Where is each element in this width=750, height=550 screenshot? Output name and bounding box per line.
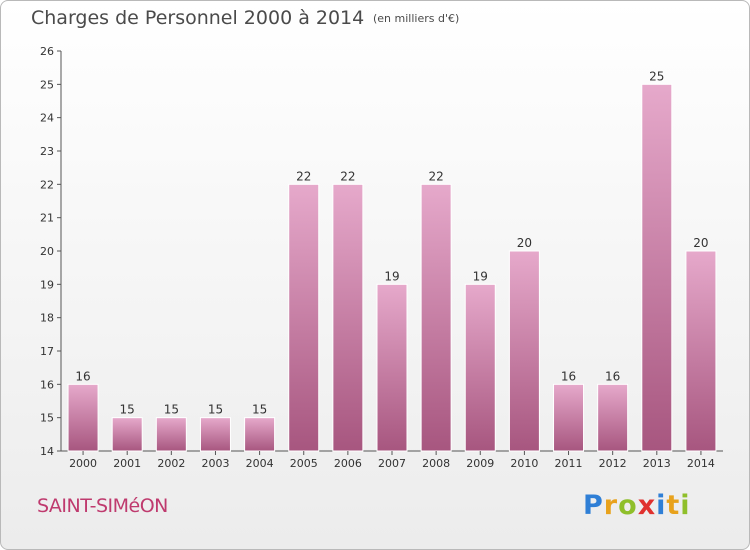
data-label-2003: 15 [208, 403, 223, 417]
x-tick-label-2012: 2012 [599, 457, 627, 470]
x-tick-label-2007: 2007 [378, 457, 406, 470]
bar-2002 [155, 417, 187, 452]
data-label-2004: 15 [252, 403, 267, 417]
y-tick-label: 23 [40, 145, 54, 158]
bar-2013 [641, 83, 673, 452]
y-tick-label: 24 [40, 112, 54, 125]
bar-2014 [685, 250, 717, 452]
x-tick-label-2005: 2005 [290, 457, 318, 470]
bar-2012 [597, 383, 629, 452]
y-tick-label: 18 [40, 312, 54, 325]
chart-title: Charges de Personnel 2000 à 2014 [31, 7, 365, 29]
x-tick-label-2001: 2001 [113, 457, 141, 470]
y-tick-label: 15 [40, 412, 54, 425]
bar-2011 [553, 383, 585, 452]
data-label-2001: 15 [120, 403, 135, 417]
data-label-2002: 15 [164, 403, 179, 417]
x-tick-label-2000: 2000 [69, 457, 97, 470]
logo-letter: t [666, 490, 681, 521]
y-tick-label: 17 [40, 345, 54, 358]
data-label-2005: 22 [296, 169, 311, 183]
y-tick-label: 16 [40, 378, 54, 391]
x-tick-label-2006: 2006 [334, 457, 362, 470]
data-label-2009: 19 [473, 269, 488, 283]
logo-letter: r [603, 490, 619, 521]
y-tick-label: 21 [40, 212, 54, 225]
x-tick-label-2009: 2009 [466, 457, 494, 470]
x-tick-label-2004: 2004 [246, 457, 274, 470]
data-label-2012: 16 [605, 369, 620, 383]
chart-subtitle: (en milliers d'€) [373, 12, 460, 25]
bar-2010 [508, 250, 540, 452]
y-tick-label: 25 [40, 78, 54, 91]
x-tick-label-2010: 2010 [510, 457, 538, 470]
data-label-2006: 22 [340, 169, 355, 183]
bar-2004 [244, 417, 276, 452]
x-tick-label-2013: 2013 [643, 457, 671, 470]
data-label-2000: 16 [75, 369, 90, 383]
bar-2000 [67, 383, 99, 452]
x-tick-label-2014: 2014 [687, 457, 715, 470]
x-tick-label-2008: 2008 [422, 457, 450, 470]
data-label-2013: 25 [649, 69, 664, 83]
logo-letter: i [656, 490, 667, 521]
bar-2008 [420, 183, 452, 452]
logo-letter: i [680, 490, 691, 521]
bar-2003 [199, 417, 231, 452]
data-label-2008: 22 [428, 169, 443, 183]
y-tick-label: 22 [40, 178, 54, 191]
proxiti-logo: Proxiti [583, 490, 691, 521]
bar-2007 [376, 283, 408, 452]
commune-name: SAINT-SIMéON [37, 495, 168, 517]
data-label-2010: 20 [517, 236, 532, 250]
x-tick-label-2003: 2003 [201, 457, 229, 470]
bar-2005 [288, 183, 320, 452]
y-tick-label: 19 [40, 278, 54, 291]
logo-letter: P [583, 490, 604, 521]
y-tick-label: 14 [40, 445, 54, 458]
bar-2006 [332, 183, 364, 452]
y-tick-label: 20 [40, 245, 54, 258]
data-label-2014: 20 [693, 236, 708, 250]
bar-2009 [464, 283, 496, 452]
bar-2001 [111, 417, 143, 452]
x-tick-label-2002: 2002 [157, 457, 185, 470]
logo-letter: x [637, 490, 657, 521]
logo-letter: o [618, 490, 638, 521]
data-label-2011: 16 [561, 369, 576, 383]
data-label-2007: 19 [384, 269, 399, 283]
y-tick-label: 26 [40, 45, 54, 58]
x-tick-label-2011: 2011 [555, 457, 583, 470]
